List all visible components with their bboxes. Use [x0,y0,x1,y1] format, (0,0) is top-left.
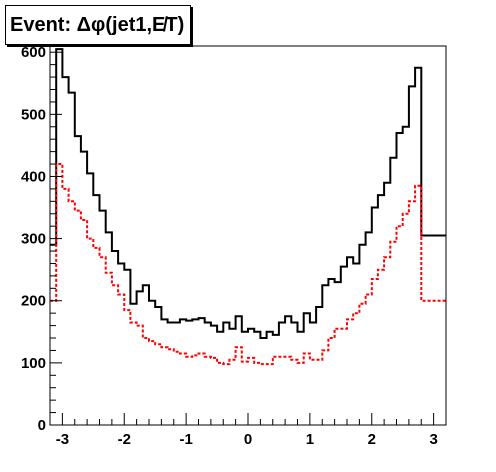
y-tick-label: 400 [21,168,46,185]
x-tick-label: 0 [244,431,252,448]
y-tick-label: 500 [21,106,46,123]
x-tick-label: 2 [368,431,376,448]
y-tick-label: 200 [21,293,46,310]
y-tick-label: 0 [38,417,46,434]
x-tick-label: -3 [56,431,69,448]
y-tick-label: 300 [21,231,46,248]
y-tick-label: 100 [21,355,46,372]
chart-title-text: Event: Δφ(jet1,E̸T) [10,13,185,36]
x-tick-label: 3 [429,431,437,448]
x-tick-label: 1 [306,431,314,448]
plot-frame [49,45,447,426]
x-tick-label: -2 [118,431,131,448]
x-tick-label: -1 [179,431,192,448]
y-tick-label: 600 [21,44,46,61]
series-2-line [50,163,446,366]
chart-title: Event: Δφ(jet1,E̸T) [5,5,192,45]
series-1-line [50,48,446,339]
